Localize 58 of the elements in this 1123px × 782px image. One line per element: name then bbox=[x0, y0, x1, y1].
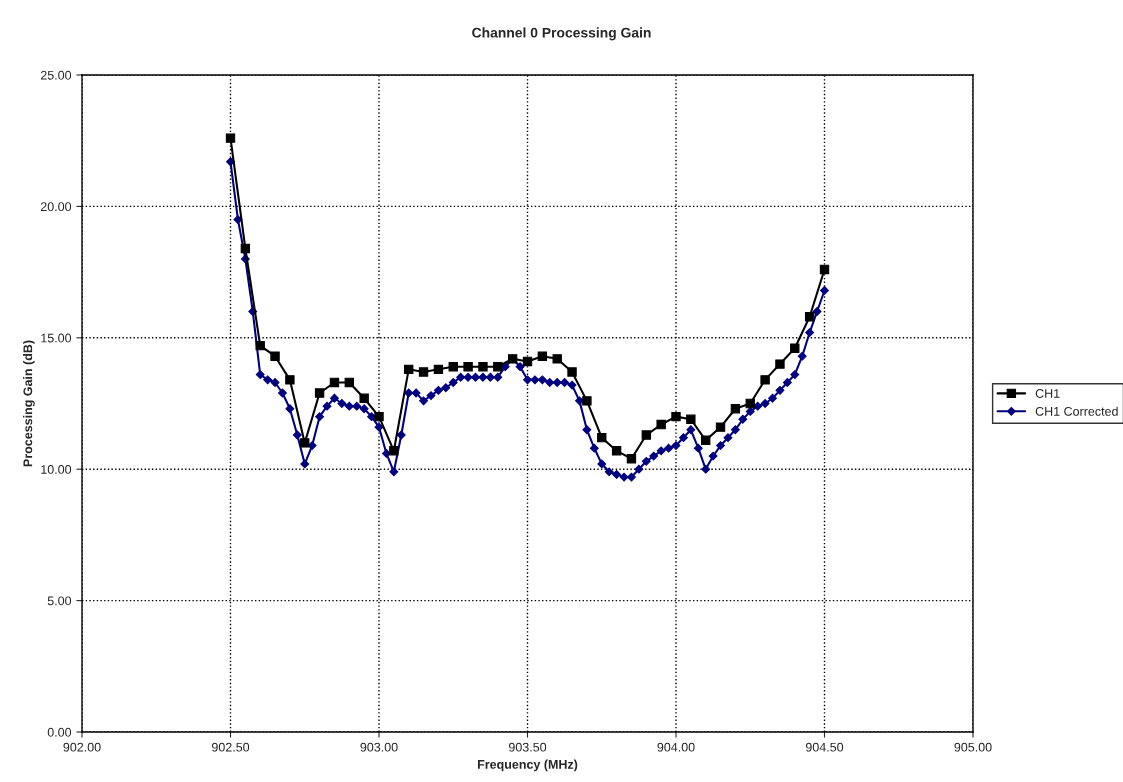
y-tick-label: 25.00 bbox=[40, 70, 72, 80]
point bbox=[537, 351, 548, 361]
point bbox=[641, 430, 651, 440]
point bbox=[463, 362, 473, 372]
point bbox=[314, 388, 325, 398]
y-tick-label: 20.00 bbox=[40, 202, 72, 212]
point bbox=[478, 362, 488, 372]
point bbox=[760, 375, 770, 385]
point bbox=[522, 356, 533, 367]
x-tick-label: 902.00 bbox=[63, 742, 101, 752]
x-tick-label: 905.00 bbox=[954, 742, 992, 752]
point bbox=[448, 362, 458, 372]
point bbox=[270, 351, 280, 361]
point bbox=[285, 375, 295, 385]
point bbox=[404, 364, 414, 375]
point bbox=[225, 133, 236, 143]
point bbox=[359, 393, 369, 403]
point bbox=[418, 367, 429, 377]
point bbox=[715, 422, 726, 432]
point bbox=[775, 359, 785, 369]
legend-label: CH1 Corrected bbox=[1035, 406, 1118, 416]
chart-title: Channel 0 Processing Gain bbox=[472, 27, 651, 41]
y-tick-label: 15.00 bbox=[41, 333, 72, 343]
x-tick-label: 902.50 bbox=[211, 742, 250, 752]
point bbox=[745, 398, 755, 409]
point bbox=[374, 411, 384, 422]
y-tick-label: 5.00 bbox=[47, 596, 72, 606]
point bbox=[552, 354, 562, 364]
x-tick-label: 904.00 bbox=[657, 742, 695, 752]
point bbox=[329, 377, 340, 388]
point bbox=[626, 454, 637, 464]
point bbox=[255, 341, 265, 351]
point bbox=[701, 435, 711, 445]
point bbox=[656, 419, 666, 430]
point bbox=[790, 343, 800, 353]
y-tick-label: 10.00 bbox=[41, 465, 72, 474]
point bbox=[240, 243, 251, 254]
x-tick-label: 903.00 bbox=[360, 742, 398, 752]
y-axis-title: Processing Gain (dB) bbox=[23, 340, 35, 467]
point bbox=[686, 414, 696, 424]
x-axis-title: Frequency (MHz) bbox=[477, 759, 578, 772]
point bbox=[493, 362, 503, 372]
point bbox=[582, 396, 592, 406]
point bbox=[567, 367, 577, 377]
point bbox=[389, 446, 399, 456]
x-tick-label: 903.50 bbox=[508, 742, 547, 752]
point bbox=[819, 264, 830, 275]
legend-label: CH1 bbox=[1035, 389, 1060, 398]
point bbox=[433, 364, 444, 375]
point bbox=[597, 432, 607, 443]
point bbox=[730, 404, 741, 414]
point bbox=[804, 312, 815, 322]
point bbox=[344, 377, 354, 388]
y-tick-label: 0.00 bbox=[47, 727, 72, 737]
x-tick-label: 904.50 bbox=[805, 742, 844, 752]
point bbox=[300, 438, 310, 448]
point bbox=[671, 411, 681, 422]
point bbox=[611, 446, 622, 456]
